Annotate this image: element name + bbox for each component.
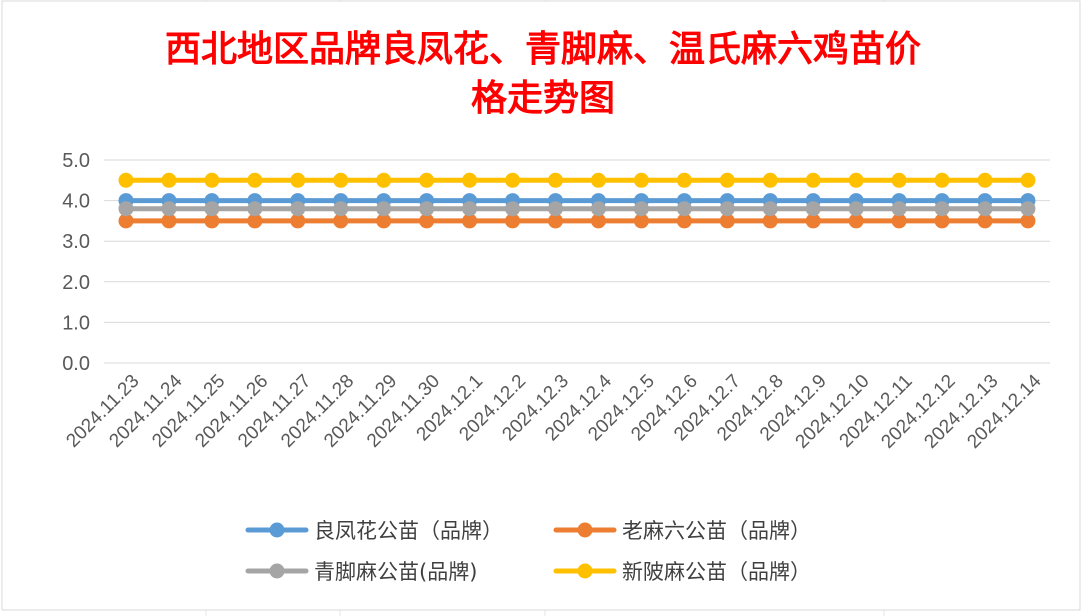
- data-point[interactable]: [891, 172, 907, 188]
- data-point[interactable]: [762, 213, 778, 229]
- data-point[interactable]: [376, 172, 392, 188]
- data-point[interactable]: [505, 213, 521, 229]
- data-point[interactable]: [333, 172, 349, 188]
- data-point[interactable]: [333, 213, 349, 229]
- data-point[interactable]: [848, 213, 864, 229]
- data-point[interactable]: [548, 213, 563, 229]
- series-4[interactable]: [118, 172, 1036, 188]
- data-point[interactable]: [333, 201, 349, 217]
- y-tick-label: 1.0: [62, 312, 90, 334]
- x-axis-tick-labels: 2024.11.232024.11.242024.11.252024.11.26…: [62, 370, 1045, 452]
- data-point[interactable]: [204, 172, 220, 188]
- legend-entry[interactable]: 老麻六公苗（品牌）: [553, 519, 811, 543]
- data-point[interactable]: [376, 213, 392, 229]
- data-point[interactable]: [762, 201, 778, 217]
- data-point[interactable]: [719, 172, 735, 188]
- data-point[interactable]: [676, 201, 692, 217]
- data-point[interactable]: [247, 201, 263, 217]
- legend-marker-swatch: [577, 563, 593, 579]
- legend-marker-swatch: [269, 563, 285, 579]
- data-point[interactable]: [247, 172, 263, 188]
- data-point[interactable]: [161, 213, 177, 229]
- data-point[interactable]: [290, 201, 306, 217]
- data-point[interactable]: [977, 213, 993, 229]
- data-point[interactable]: [118, 213, 134, 229]
- data-point[interactable]: [977, 172, 993, 188]
- y-tick-label: 3.0: [62, 231, 90, 253]
- data-point[interactable]: [977, 201, 993, 217]
- data-point[interactable]: [505, 201, 521, 217]
- chart-legend: 良凤花公苗（品牌） 老麻六公苗（品牌） 青脚麻公苗(品牌) 新陂麻公苗（品牌）: [245, 519, 811, 584]
- data-point[interactable]: [161, 172, 177, 188]
- data-point[interactable]: [848, 201, 864, 217]
- y-tick-label: 2.0: [62, 272, 90, 294]
- data-point[interactable]: [633, 213, 649, 229]
- data-point[interactable]: [633, 172, 649, 188]
- data-point[interactable]: [376, 201, 392, 217]
- data-point[interactable]: [934, 201, 950, 217]
- legend-label: 新陂麻公苗（品牌）: [622, 560, 811, 584]
- legend-entry[interactable]: 良凤花公苗（品牌）: [245, 519, 503, 543]
- data-point[interactable]: [590, 213, 606, 229]
- data-point[interactable]: [290, 172, 306, 188]
- chart-title: 西北地区品牌良凤花、青脚麻、温氏麻六鸡苗价 格走势图: [165, 28, 921, 119]
- y-tick-label: 5.0: [62, 150, 90, 172]
- legend-label: 青脚麻公苗(品牌): [314, 560, 477, 584]
- data-point[interactable]: [805, 201, 821, 217]
- data-point[interactable]: [247, 213, 263, 229]
- data-point[interactable]: [719, 213, 735, 229]
- data-point[interactable]: [118, 172, 134, 188]
- data-point[interactable]: [548, 172, 563, 188]
- data-point[interactable]: [805, 172, 821, 188]
- data-point[interactable]: [118, 201, 134, 217]
- series-3[interactable]: [118, 201, 1036, 217]
- data-point[interactable]: [419, 201, 435, 217]
- data-point[interactable]: [719, 201, 735, 217]
- data-point[interactable]: [505, 172, 521, 188]
- data-point[interactable]: [891, 213, 907, 229]
- y-axis-tick-labels: 0.0 1.0 2.0 3.0 4.0 5.0: [62, 150, 90, 375]
- data-point[interactable]: [419, 172, 435, 188]
- data-point[interactable]: [548, 201, 563, 217]
- y-tick-label: 0.0: [62, 353, 90, 375]
- data-point[interactable]: [762, 172, 778, 188]
- data-point[interactable]: [462, 213, 478, 229]
- data-point[interactable]: [891, 201, 907, 217]
- data-point[interactable]: [1020, 213, 1036, 229]
- data-point[interactable]: [590, 201, 606, 217]
- data-point[interactable]: [805, 213, 821, 229]
- data-point[interactable]: [1020, 172, 1036, 188]
- data-point[interactable]: [848, 172, 864, 188]
- data-point[interactable]: [204, 201, 220, 217]
- data-point[interactable]: [676, 213, 692, 229]
- data-point[interactable]: [161, 201, 177, 217]
- data-point[interactable]: [676, 172, 692, 188]
- legend-marker-swatch: [577, 522, 593, 538]
- legend-marker-swatch: [269, 522, 285, 538]
- y-tick-label: 4.0: [62, 191, 90, 213]
- data-point[interactable]: [204, 213, 220, 229]
- series-2[interactable]: [118, 213, 1036, 229]
- chart-title-line-1: 西北地区品牌良凤花、青脚麻、温氏麻六鸡苗价: [165, 28, 921, 70]
- data-point[interactable]: [419, 213, 435, 229]
- data-point[interactable]: [290, 213, 306, 229]
- chart-title-line-2: 格走势图: [471, 77, 615, 119]
- legend-label: 老麻六公苗（品牌）: [622, 519, 811, 543]
- data-point[interactable]: [590, 172, 606, 188]
- legend-entry[interactable]: 青脚麻公苗(品牌): [245, 560, 477, 584]
- legend-label: 良凤花公苗（品牌）: [314, 519, 503, 543]
- data-point[interactable]: [934, 172, 950, 188]
- data-point[interactable]: [1020, 201, 1036, 217]
- plot-series: [118, 172, 1036, 229]
- data-point[interactable]: [462, 201, 478, 217]
- data-point[interactable]: [633, 201, 649, 217]
- data-point[interactable]: [462, 172, 478, 188]
- data-point[interactable]: [934, 213, 950, 229]
- legend-entry[interactable]: 新陂麻公苗（品牌）: [553, 560, 811, 584]
